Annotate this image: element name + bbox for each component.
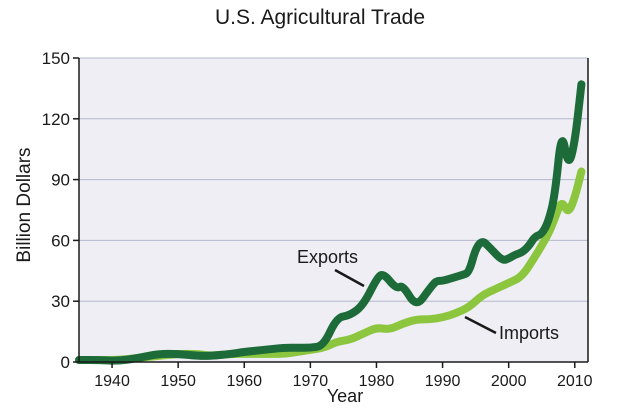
x-tick-label: 1960 (226, 373, 262, 390)
x-tick-label: 1980 (359, 373, 395, 390)
y-tick-label: 30 (51, 292, 70, 311)
y-tick-label: 90 (51, 171, 70, 190)
annotation-imports: Imports (499, 323, 559, 343)
chart-title: U.S. Agricultural Trade (214, 6, 426, 29)
y-tick-label: 60 (51, 231, 70, 250)
series-line-exports (75, 80, 586, 365)
x-tick-label: 2010 (557, 373, 593, 390)
x-tick-label: 1950 (160, 373, 196, 390)
x-tick-label: 1940 (94, 373, 130, 390)
x-axis-label: Year (326, 386, 364, 406)
annotation-exports: Exports (297, 247, 358, 267)
x-tick-label: 2000 (491, 373, 527, 390)
annotation-imports-leader (464, 315, 497, 335)
x-tick-label: 1990 (425, 373, 461, 390)
plot-area (79, 58, 588, 362)
annotation-exports-leader (334, 268, 365, 288)
x-tick-label: 1970 (293, 373, 329, 390)
y-tick-label: 120 (42, 110, 70, 129)
y-tick-label: 150 (42, 49, 70, 68)
y-tick-label: 0 (61, 353, 70, 372)
